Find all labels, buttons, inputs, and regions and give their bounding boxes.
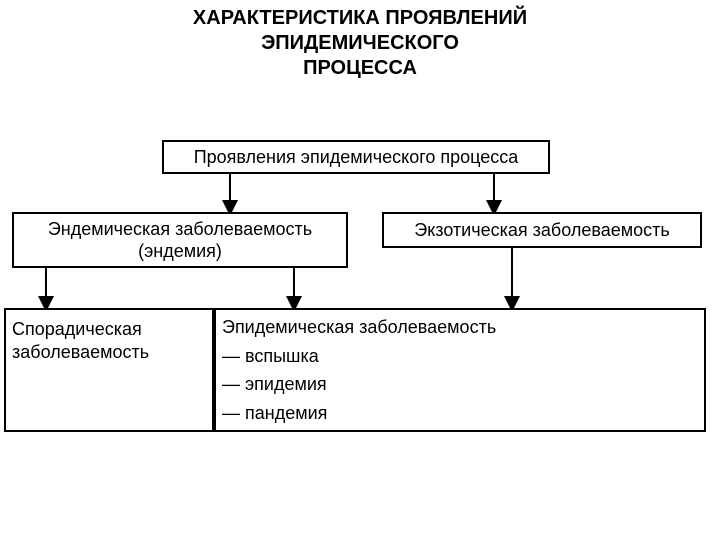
node-exotic: Экзотическая заболеваемость [382,212,702,248]
page: ХАРАКТЕРИСТИКА ПРОЯВЛЕНИЙ ЭПИДЕМИЧЕСКОГО… [0,0,720,540]
title-line-3: ПРОЦЕССА [303,57,417,79]
node-sporadic: Спорадическая заболеваемость [4,308,214,432]
node-sporadic-line2: заболеваемость [12,342,149,362]
node-endemic-line2: (эндемия) [138,241,222,261]
bullet-item: — пандемия [222,402,698,425]
node-root: Проявления эпидемического процесса [162,140,550,174]
bullet-item: — эпидемия [222,373,698,396]
node-epidemic: Эпидемическая заболеваемость — вспышка —… [214,308,706,432]
node-root-label: Проявления эпидемического процесса [194,147,519,167]
page-title: ХАРАКТЕРИСТИКА ПРОЯВЛЕНИЙ ЭПИДЕМИЧЕСКОГО… [0,6,720,81]
node-epidemic-bullets: — вспышка — эпидемия — пандемия [222,345,698,425]
node-endemic: Эндемическая заболеваемость (эндемия) [12,212,348,268]
title-line-1: ХАРАКТЕРИСТИКА ПРОЯВЛЕНИЙ [193,7,527,29]
node-epidemic-header: Эпидемическая заболеваемость [222,317,496,337]
node-endemic-line1: Эндемическая заболеваемость [48,219,312,239]
node-sporadic-line1: Спорадическая [12,319,142,339]
node-exotic-label: Экзотическая заболеваемость [414,220,670,240]
bullet-item: — вспышка [222,345,698,368]
title-line-2: ЭПИДЕМИЧЕСКОГО [261,32,459,54]
arrows-layer [0,0,720,540]
